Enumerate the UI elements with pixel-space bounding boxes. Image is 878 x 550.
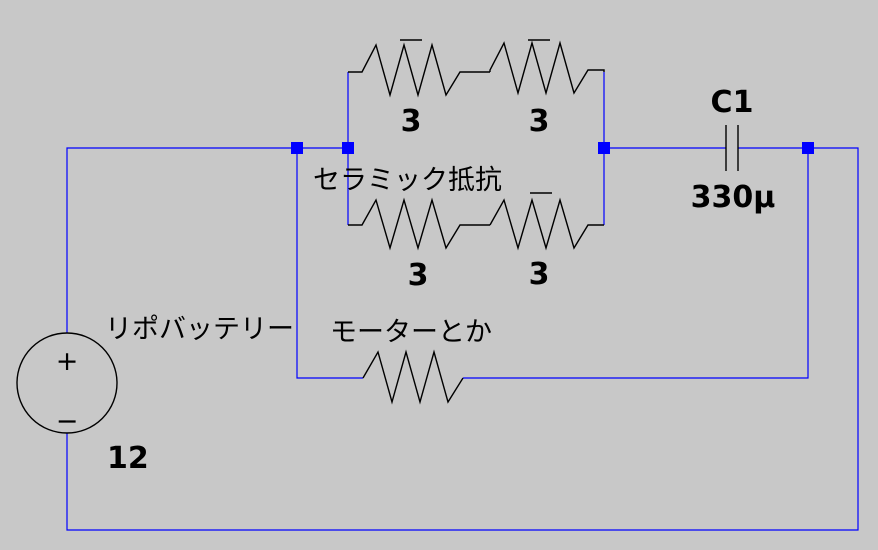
junctions xyxy=(291,142,814,154)
battery-value: 12 xyxy=(107,441,149,476)
ceramic-resistor-label: セラミック抵抗 xyxy=(313,165,502,196)
resistor-top-left xyxy=(348,42,490,98)
junction-right xyxy=(802,142,814,154)
wires xyxy=(66,72,859,531)
battery-circle xyxy=(16,332,118,434)
resistor-bottom-left xyxy=(348,197,490,251)
battery-minus-sign: − xyxy=(56,406,79,437)
junction-network-out xyxy=(598,142,610,154)
capacitor-name: C1 xyxy=(711,85,754,120)
wire-motor-branch xyxy=(296,148,809,379)
motor-resistor xyxy=(362,349,464,405)
resistor-top-right xyxy=(489,40,605,96)
junction-left xyxy=(291,142,303,154)
wire-outer-loop xyxy=(66,147,859,531)
resistor-top-left-value: 3 xyxy=(401,104,422,139)
battery-source: + − xyxy=(16,332,118,437)
resistor-bottom-left-value: 3 xyxy=(408,258,429,293)
resistor-top-right-value: 3 xyxy=(529,104,550,139)
capacitor-c1 xyxy=(725,125,739,171)
resistor-network-top-path xyxy=(348,39,605,98)
battery-plus-sign: + xyxy=(56,346,79,377)
junction-network-in xyxy=(342,142,354,154)
motor-label: モーターとか xyxy=(330,317,492,348)
capacitor-value: 330µ xyxy=(691,180,776,215)
resistor-bottom-right-value: 3 xyxy=(529,257,550,292)
resistor-bottom-right xyxy=(489,197,604,251)
resistor-network-bottom-path xyxy=(348,192,604,251)
battery-label: リポバッテリー xyxy=(105,314,294,345)
